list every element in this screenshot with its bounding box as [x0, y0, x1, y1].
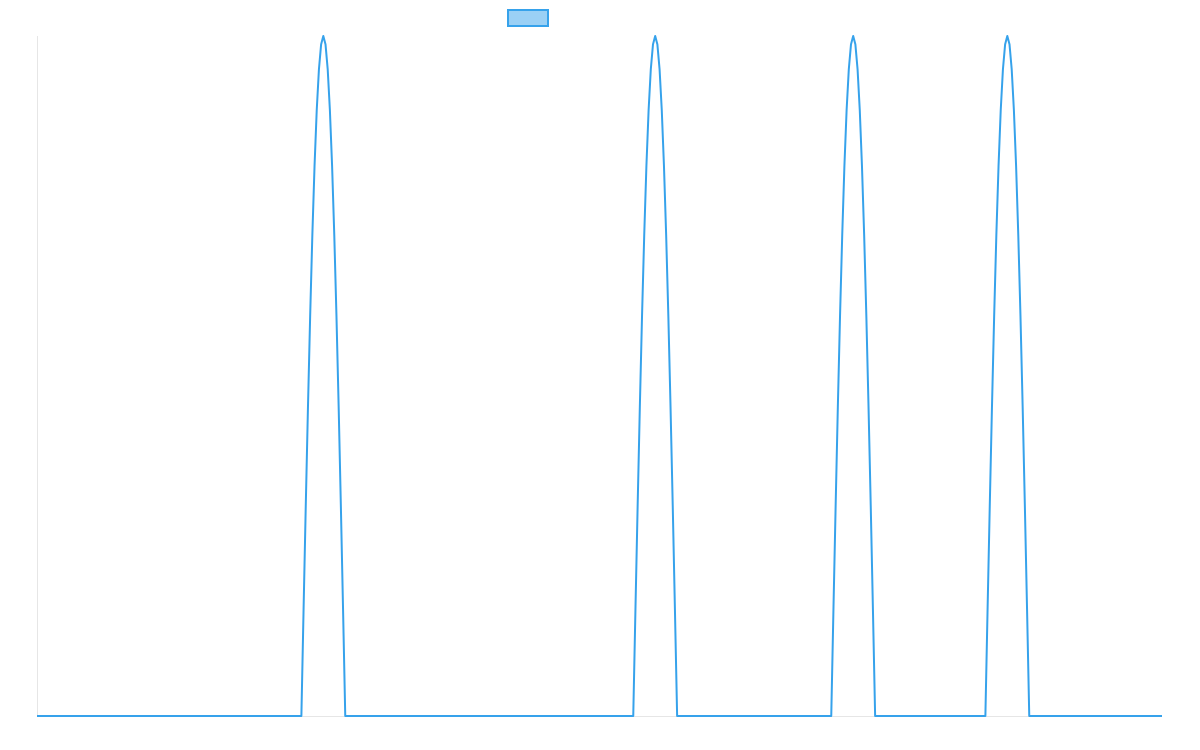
peak-point-3[interactable]	[1003, 32, 1011, 40]
peak-point-1[interactable]	[651, 32, 659, 40]
legend[interactable]	[507, 9, 549, 27]
series-layer	[37, 32, 1162, 717]
legend-swatch[interactable]	[507, 9, 549, 27]
peak-point-0[interactable]	[319, 32, 327, 40]
series-line-0[interactable]	[37, 35, 1162, 717]
peak-point-2[interactable]	[849, 32, 857, 40]
